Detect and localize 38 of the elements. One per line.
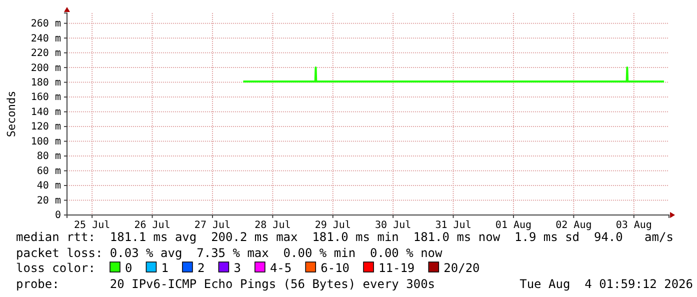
y-tick-label: 240 m: [30, 33, 61, 44]
legend-label: 3: [234, 261, 241, 275]
y-tick-label: 220 m: [30, 48, 61, 60]
x-tick-label: 02 Aug: [556, 220, 592, 232]
y-tick-label: 180 m: [30, 78, 61, 88]
x-tick-label: 27 Jul: [194, 220, 231, 232]
y-tick-label: 200 m: [30, 62, 61, 74]
y-tick-label: 40 m: [36, 180, 61, 192]
y-tick-label: 60 m: [36, 166, 61, 177]
y-tick-label: 20 m: [36, 195, 61, 206]
text: packet loss: 0.03 % avg 7.35 % max 0.00 % min 0.00 % now: [16, 246, 444, 260]
y-axis-title: Seconds: [5, 90, 18, 138]
legend-label: 11-19: [378, 261, 415, 275]
x-tick-label: 30 Jul: [375, 220, 412, 232]
y-tick-label: 80 m: [36, 151, 61, 162]
legend-label: 20/20: [444, 261, 480, 275]
y-tick-label: 0: [54, 210, 61, 222]
legend-label: 0: [125, 261, 132, 275]
x-tick-label: 26 Jul: [134, 220, 170, 232]
legend-label: 4-5: [270, 261, 292, 275]
legend-label: 1: [161, 261, 168, 275]
x-tick-label: 03 Aug: [616, 220, 652, 232]
x-tick-label: 25 Jul: [74, 220, 110, 232]
y-tick-label: 140 m: [30, 106, 61, 118]
y-tick-label: 100 m: [30, 136, 61, 148]
legend-title: loss color:: [16, 261, 96, 275]
x-tick-label: 01 Aug: [495, 220, 532, 232]
x-tick-label: 28 Jul: [254, 220, 291, 232]
legend-label: 2: [197, 261, 205, 275]
text: median rtt: 181.1 ms avg 200.2 ms max 181.0 ms min 181.0 ms now 1.9 ms sd 94.0 am/s: [16, 230, 674, 244]
y-tick-label: 160 m: [30, 92, 61, 104]
y-tick-label: 260 m: [30, 18, 61, 30]
x-tick-label: 31 Jul: [435, 220, 472, 232]
x-tick-label: 29 Jul: [314, 220, 351, 232]
text: probe: 20 IPv6-ICMP Echo Pings (56 Bytes) every 300s: [16, 277, 436, 291]
text: Tue Aug 4 01:59:12 2026: [520, 277, 693, 291]
legend-label: 6-10: [320, 261, 350, 275]
y-tick-label: 120 m: [30, 122, 61, 133]
